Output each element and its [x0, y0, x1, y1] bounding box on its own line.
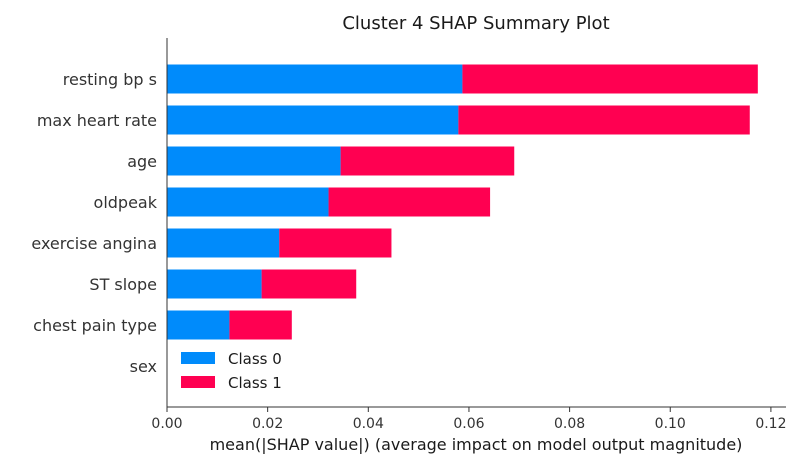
- x-tick-label: 0.06: [453, 416, 484, 432]
- bar-class-0: [167, 64, 463, 94]
- category-label: max heart rate: [37, 111, 157, 130]
- bar-class-1: [458, 105, 750, 135]
- x-tick-label: 0.10: [655, 416, 686, 432]
- chart-title: Cluster 4 SHAP Summary Plot: [342, 13, 609, 34]
- legend-label-class-1: Class 1: [228, 374, 282, 392]
- x-tick-label: 0.08: [554, 416, 585, 432]
- bar-class-1: [279, 228, 392, 258]
- x-axis-ticks: 0.00 0.02 0.04 0.06 0.08 0.10 0.12: [151, 407, 786, 432]
- x-tick-label: 0.04: [353, 416, 384, 432]
- category-label: age: [127, 152, 157, 171]
- x-tick-label: 0.02: [252, 416, 283, 432]
- bars-group: [167, 64, 758, 340]
- bar-class-1: [229, 310, 292, 340]
- x-axis-label: mean(|SHAP value|) (average impact on mo…: [210, 435, 743, 454]
- category-label: chest pain type: [33, 316, 157, 335]
- bar-class-1: [462, 64, 758, 94]
- bar-class-0: [167, 310, 230, 340]
- bar-class-1: [328, 187, 491, 217]
- legend-swatch-class-1: [181, 376, 215, 388]
- bar-class-0: [167, 146, 341, 176]
- bar-class-1: [340, 146, 515, 176]
- bar-class-0: [167, 269, 262, 299]
- bar-class-0: [167, 187, 329, 217]
- bar-class-0: [167, 105, 459, 135]
- category-label: exercise angina: [31, 234, 157, 253]
- category-label: resting bp s: [63, 70, 157, 89]
- legend-swatch-class-0: [181, 352, 215, 364]
- legend: Class 0 Class 1: [181, 350, 282, 392]
- bar-class-1: [261, 269, 357, 299]
- bar-class-0: [167, 228, 280, 258]
- category-label: sex: [130, 357, 157, 376]
- category-label: ST slope: [89, 275, 157, 294]
- legend-label-class-0: Class 0: [228, 350, 282, 368]
- category-labels: resting bp s max heart rate age oldpeak exer…: [31, 70, 157, 376]
- category-label: oldpeak: [94, 193, 158, 212]
- x-tick-label: 0.00: [151, 416, 182, 432]
- x-tick-label: 0.12: [755, 416, 786, 432]
